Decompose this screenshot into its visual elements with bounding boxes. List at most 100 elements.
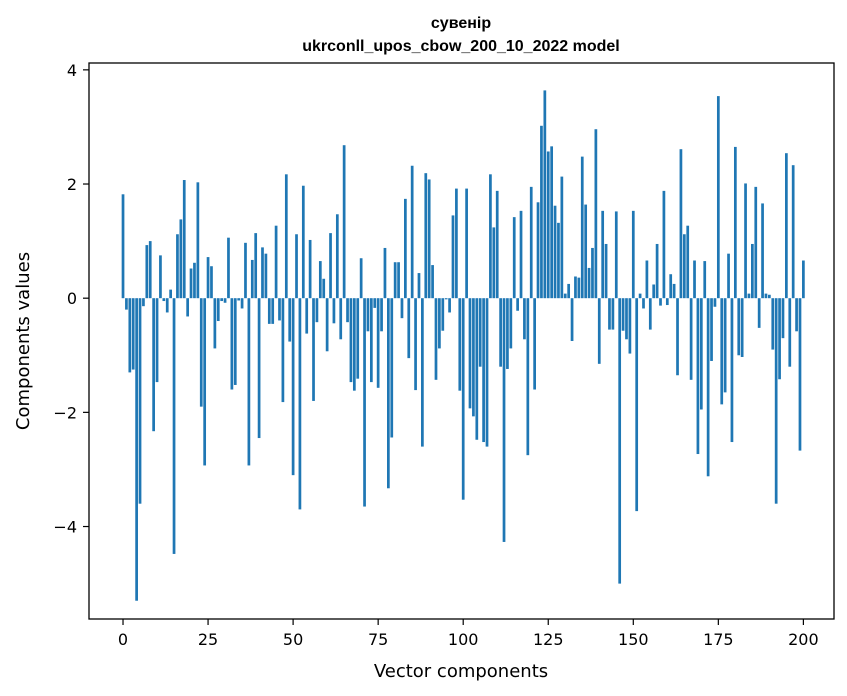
- bar: [642, 298, 645, 309]
- bar: [713, 298, 717, 307]
- x-tick-label: 150: [618, 630, 649, 649]
- y-tick-label: −2: [53, 403, 77, 422]
- bar: [159, 255, 162, 299]
- bar: [768, 294, 771, 299]
- x-tick-label: 75: [368, 630, 388, 649]
- bar: [298, 298, 302, 510]
- bar: [798, 298, 802, 451]
- bar: [342, 145, 346, 299]
- bar: [601, 210, 605, 299]
- bar: [584, 204, 588, 299]
- bar: [676, 298, 679, 376]
- bar: [237, 298, 241, 301]
- bar: [448, 298, 451, 313]
- bar: [669, 274, 673, 299]
- x-tick-label: 200: [788, 630, 819, 649]
- bar: [233, 298, 237, 385]
- bar: [240, 298, 244, 309]
- bar: [720, 298, 724, 405]
- bar: [631, 210, 635, 299]
- bar: [686, 225, 690, 299]
- x-axis-label: Vector components: [374, 661, 548, 682]
- bar: [560, 176, 564, 299]
- bar: [472, 298, 475, 417]
- bar: [179, 219, 183, 299]
- bar: [744, 183, 747, 299]
- bar: [182, 180, 186, 299]
- bar: [652, 284, 656, 299]
- bar: [523, 298, 526, 340]
- bar: [672, 283, 676, 299]
- bar: [733, 146, 737, 299]
- bar: [434, 298, 438, 380]
- bar: [659, 298, 662, 306]
- bar: [193, 262, 196, 299]
- bar: [165, 298, 169, 313]
- bar: [128, 298, 132, 373]
- chart-title: сувенір: [431, 15, 491, 32]
- bar: [802, 260, 805, 299]
- x-axis-ticks: 0 25 50 75 100 125 150 175 200: [118, 619, 819, 649]
- bar: [638, 293, 642, 299]
- bar: [247, 298, 251, 466]
- bar: [261, 247, 264, 299]
- bar: [152, 298, 155, 432]
- bar: [482, 298, 485, 443]
- bar: [570, 298, 574, 341]
- y-tick-label: 2: [67, 175, 77, 194]
- bar: [495, 190, 499, 299]
- bar: [703, 261, 707, 299]
- bar: [369, 298, 373, 383]
- bar: [227, 237, 230, 299]
- bar: [591, 247, 594, 299]
- bar: [335, 214, 339, 299]
- bar: [557, 222, 560, 299]
- bar: [574, 276, 577, 299]
- bar: [145, 245, 149, 299]
- bar: [485, 298, 489, 447]
- bar: [329, 233, 332, 299]
- bar: [567, 283, 571, 299]
- bar: [512, 217, 516, 299]
- bar: [438, 298, 441, 349]
- bar: [754, 186, 758, 299]
- bar: [281, 298, 285, 403]
- bar: [125, 298, 128, 310]
- plot-frame: [88, 62, 835, 620]
- bar: [478, 298, 482, 367]
- bar: [257, 298, 261, 439]
- bar: [397, 262, 400, 299]
- bar: [648, 298, 652, 330]
- bar: [526, 298, 530, 456]
- bar: [455, 188, 458, 299]
- bar: [352, 298, 356, 391]
- bar: [308, 239, 312, 299]
- bar: [751, 243, 754, 299]
- bar: [693, 260, 696, 299]
- y-axis-label: Components values: [13, 252, 34, 430]
- bar: [444, 298, 448, 300]
- bar: [757, 298, 761, 328]
- bar: [206, 257, 210, 299]
- bar: [682, 234, 686, 299]
- bar: [186, 298, 190, 317]
- bar: [516, 298, 519, 311]
- bar: [424, 173, 428, 299]
- bar: [635, 298, 639, 512]
- bar: [400, 298, 404, 319]
- bar: [461, 298, 465, 500]
- bar: [597, 298, 601, 364]
- bar: [274, 225, 278, 299]
- bar: [628, 298, 632, 354]
- bar: [546, 151, 550, 299]
- bar: [363, 298, 366, 507]
- bar: [339, 298, 343, 340]
- bar: [710, 298, 713, 361]
- bar: [278, 298, 281, 321]
- bar: [383, 247, 387, 299]
- bar: [162, 298, 166, 302]
- bar: [366, 298, 370, 332]
- bar: [625, 298, 628, 340]
- bar: [611, 298, 615, 330]
